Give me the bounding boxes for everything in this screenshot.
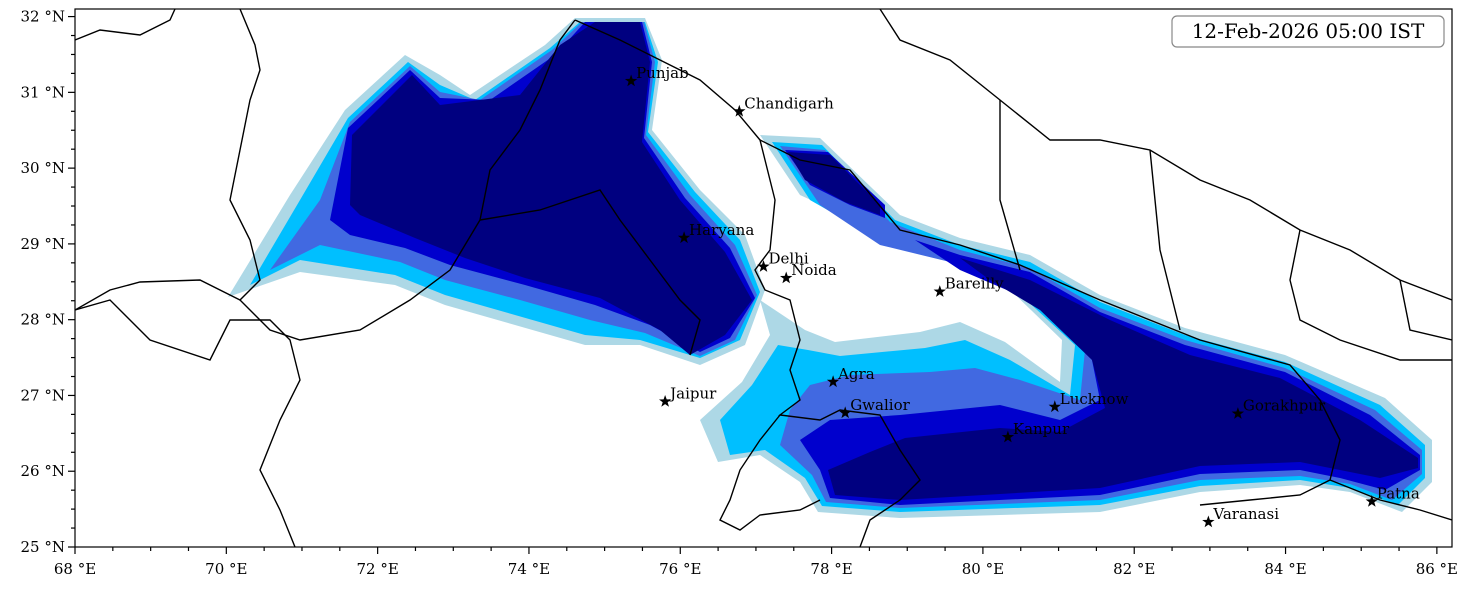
fog-shade-5 <box>350 22 752 355</box>
city-agra: Agra <box>826 365 875 388</box>
x-tick-label: 86 °E <box>1416 560 1458 578</box>
state-border <box>75 299 301 547</box>
city-label: Punjab <box>636 64 689 82</box>
state-border <box>759 139 1341 506</box>
star-icon <box>780 271 793 284</box>
x-tick-label: 80 °E <box>962 560 1004 578</box>
fog-shade-5 <box>828 258 1418 500</box>
y-tick-label: 25 °N <box>21 538 65 556</box>
axis-ticks: 68 °E 70 °E 72 °E 74 °E 76 °E 78 °E 80 °E 82 °E… <box>21 8 1459 578</box>
x-tick-label: 68 °E <box>54 560 96 578</box>
star-icon <box>1231 407 1245 419</box>
y-tick-label: 27 °N <box>21 386 65 404</box>
city-label: Delhi <box>769 250 809 268</box>
star-icon <box>1001 430 1015 443</box>
star-icon <box>659 395 672 407</box>
city-label: Noida <box>791 261 837 279</box>
city-delhi: Delhi <box>757 250 809 272</box>
x-tick-label: 70 °E <box>205 560 247 578</box>
city-varanasi: Varanasi <box>1202 505 1279 528</box>
state-border <box>1329 479 1452 521</box>
city-chandigarh: Chandigarh <box>733 94 834 117</box>
x-tick-label: 82 °E <box>1113 560 1155 578</box>
star-icon <box>733 104 746 117</box>
city-label: Gorakhpur <box>1243 397 1326 415</box>
city-label: Haryana <box>689 221 754 239</box>
x-tick-label: 84 °E <box>1264 560 1306 578</box>
city-lucknow: Lucknow <box>1048 390 1129 413</box>
star-icon <box>933 285 946 297</box>
boundary-lines <box>75 9 1452 547</box>
x-tick-label: 76 °E <box>659 560 701 578</box>
city-label: Kanpur <box>1013 420 1070 438</box>
city-gwalior: Gwalior <box>839 396 911 419</box>
city-label: Patna <box>1377 485 1420 503</box>
star-icon <box>757 260 770 272</box>
y-tick-label: 29 °N <box>21 235 65 253</box>
city-bareilly: Bareilly <box>933 275 1004 297</box>
star-icon <box>1202 515 1215 528</box>
city-kanpur: Kanpur <box>1001 420 1070 443</box>
fog-layers <box>228 18 1432 518</box>
x-tick-label: 72 °E <box>356 560 398 578</box>
star-icon <box>1048 400 1061 413</box>
city-noida: Noida <box>780 261 837 284</box>
city-label: Agra <box>837 365 875 383</box>
city-label: Chandigarh <box>744 94 834 112</box>
y-tick-label: 28 °N <box>21 311 65 329</box>
state-border <box>479 189 701 356</box>
star-icon <box>624 74 638 87</box>
star-icon <box>839 406 852 419</box>
y-tick-label: 26 °N <box>21 462 65 480</box>
timestamp-label: 12-Feb-2026 05:00 IST <box>1192 19 1425 43</box>
state-border <box>999 100 1021 271</box>
country-border <box>75 9 176 41</box>
country-border <box>239 19 576 341</box>
state-border <box>1149 149 1181 331</box>
city-jaipur: Jaipur <box>659 385 717 407</box>
y-tick-label: 31 °N <box>21 83 65 101</box>
city-label: Bareilly <box>945 275 1004 293</box>
star-icon <box>826 375 840 388</box>
city-label: Lucknow <box>1060 390 1129 408</box>
y-tick-label: 30 °N <box>21 159 65 177</box>
city-label: Jaipur <box>668 385 717 403</box>
plot-frame <box>74 8 1453 548</box>
state-border <box>719 414 821 531</box>
city-label: Gwalior <box>850 396 910 414</box>
state-border <box>1399 279 1452 341</box>
city-patna: Patna <box>1365 485 1420 507</box>
state-border <box>574 19 921 547</box>
x-tick-label: 78 °E <box>810 560 852 578</box>
city-label: Varanasi <box>1212 505 1279 523</box>
city-haryana: Haryana <box>677 221 754 244</box>
state-border <box>1289 229 1452 361</box>
timestamp-box: 12-Feb-2026 05:00 IST <box>1171 15 1445 48</box>
city-gorakhpur: Gorakhpur <box>1231 397 1326 419</box>
x-tick-label: 74 °E <box>508 560 550 578</box>
star-icon <box>677 231 691 244</box>
city-punjab: Punjab <box>624 64 689 87</box>
y-tick-label: 32 °N <box>21 8 65 26</box>
country-border <box>75 9 261 311</box>
star-icon <box>1365 495 1378 507</box>
fog-shade-5 <box>788 152 880 215</box>
